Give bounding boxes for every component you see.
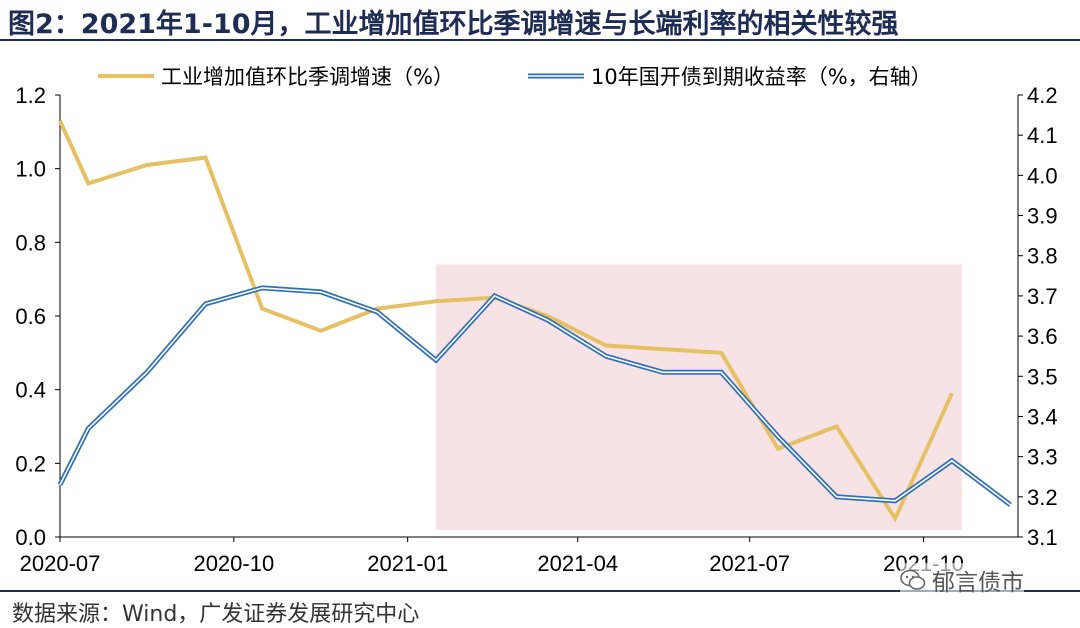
left-tick-label: 0.2 (15, 451, 46, 476)
source-divider (0, 590, 1080, 592)
source-note: 数据来源：Wind，广发证券发展研究中心 (12, 602, 420, 627)
watermark-text: 郁言债市 (932, 570, 1024, 596)
x-tick-label: 2021-04 (537, 551, 618, 576)
wechat-icon (900, 569, 926, 590)
left-tick-label: 0.8 (15, 230, 46, 255)
right-tick-label: 3.3 (1027, 445, 1058, 470)
legend-label: 工业增加值环比季调增速（%） (161, 65, 454, 89)
x-tick-label: 2020-10 (193, 551, 274, 576)
x-tick-label: 2021-01 (367, 551, 448, 576)
right-tick-label: 3.8 (1027, 244, 1058, 269)
right-tick-label: 3.2 (1027, 485, 1058, 510)
line-chart: 1.2 1.0 0.8 0.6 0.4 0.2 0.0 4.2 4.1 4.0 3.9 3.8 3.7 3… (15, 65, 1058, 576)
right-tick-label: 3.7 (1027, 284, 1058, 309)
left-tick-label: 1.2 (15, 83, 46, 108)
right-tick-label: 3.6 (1027, 324, 1058, 349)
right-tick-label: 3.1 (1027, 525, 1058, 550)
right-tick-label: 4.1 (1027, 123, 1058, 148)
x-tick-label: 2021-07 (709, 551, 790, 576)
left-tick-label: 0.4 (15, 378, 46, 403)
left-tick-label: 0.0 (15, 525, 46, 550)
right-tick-label: 4.2 (1027, 83, 1058, 108)
left-tick-label: 0.6 (15, 304, 46, 329)
series-line-bond-yield (59, 287, 1011, 506)
right-tick-label: 3.9 (1027, 204, 1058, 229)
right-tick-label: 3.5 (1027, 364, 1058, 389)
left-tick-label: 1.0 (15, 157, 46, 182)
watermark: 郁言债市 (900, 563, 1024, 597)
x-tick-label: 2020-07 (20, 551, 101, 576)
right-tick-label: 4.0 (1027, 163, 1058, 188)
title-divider (0, 39, 1080, 41)
figure-title: 图2：2021年1-10月，工业增加值环比季调增速与长端利率的相关性较强 (8, 9, 899, 40)
legend-label: 10年国开债到期收益率（%，右轴） (591, 65, 932, 89)
right-tick-label: 3.4 (1027, 404, 1058, 429)
